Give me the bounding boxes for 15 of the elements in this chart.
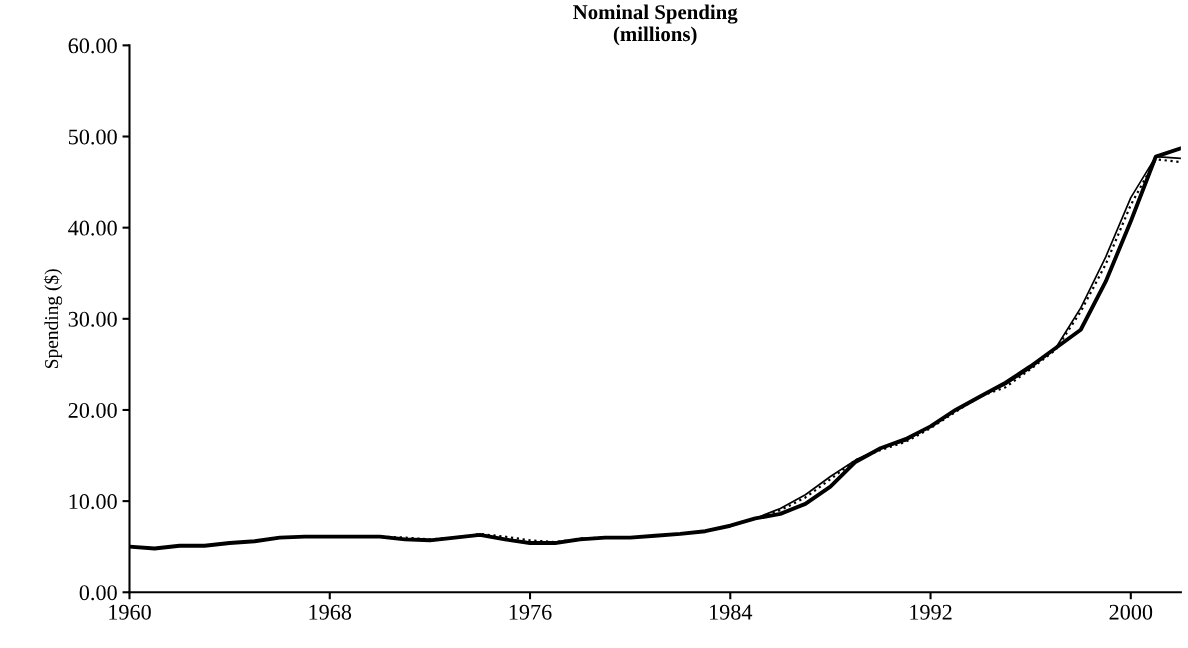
y-tick-label: 40.00 <box>68 220 117 236</box>
y-tick-label: 30.00 <box>68 311 117 327</box>
y-tick-label: 20.00 <box>68 402 117 418</box>
y-tick-label: 60.00 <box>68 38 117 54</box>
x-tick-label: 2000 <box>1109 604 1153 620</box>
y-tick-label: 0.00 <box>79 585 117 601</box>
chart-title: Nominal Spending (millions) <box>573 4 738 46</box>
x-tick-label: 1992 <box>910 604 952 620</box>
x-tick-label: 1968 <box>309 604 352 620</box>
y-tick-label: 10.00 <box>69 494 117 510</box>
x-tick-label: 1984 <box>710 604 753 620</box>
x-tick-label: 1976 <box>509 604 552 620</box>
x-tick-label: 1960 <box>109 604 151 620</box>
y-tick-label: 50.00 <box>68 129 117 145</box>
y-axis-title: Spending ($) <box>43 269 63 369</box>
